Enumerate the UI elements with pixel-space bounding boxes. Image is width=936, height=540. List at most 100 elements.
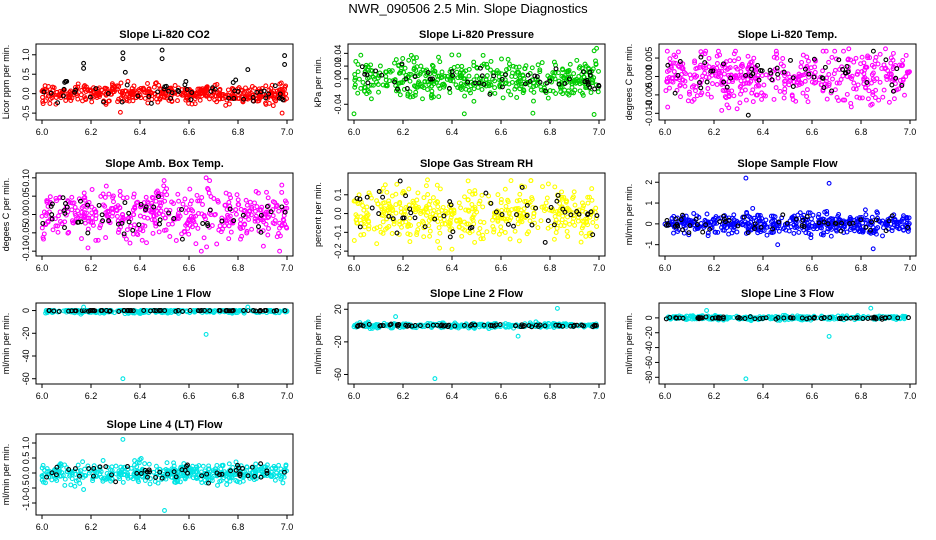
data-point-all	[143, 308, 149, 313]
data-point-outlier	[743, 376, 749, 382]
data-point-all	[465, 178, 471, 184]
data-point-flagged	[513, 323, 519, 329]
chart-title: Slope Li-820 CO2	[119, 29, 209, 41]
data-point-all	[875, 210, 880, 216]
data-point-all	[813, 80, 819, 85]
data-point-all	[714, 82, 720, 87]
data-point-all	[726, 65, 731, 71]
data-point-all	[499, 207, 505, 213]
data-point-all	[504, 67, 509, 73]
data-point-all	[230, 465, 236, 470]
data-point-all	[877, 219, 883, 225]
data-point-flagged	[60, 93, 66, 99]
x-tick-label: 6.2	[708, 127, 721, 137]
data-point-flagged	[837, 316, 843, 321]
data-point-all	[821, 217, 827, 222]
data-point-all	[433, 200, 438, 206]
data-point-all	[280, 480, 286, 486]
data-point-all	[593, 215, 599, 221]
data-point-flagged	[811, 56, 817, 62]
x-tick-label: 7.0	[281, 127, 294, 137]
x-tick-label: 6.0	[348, 127, 361, 137]
data-point-all	[708, 219, 714, 225]
data-point-all	[575, 218, 581, 224]
data-point-all	[748, 75, 754, 81]
data-point-all	[368, 96, 374, 102]
data-point-all	[572, 222, 578, 228]
data-point-all	[508, 178, 514, 184]
data-point-all	[393, 57, 399, 63]
x-tick-label: 7.0	[593, 263, 606, 273]
data-point-flagged	[582, 79, 588, 84]
data-point-all	[805, 69, 811, 75]
data-point-all	[792, 225, 798, 230]
data-point-all	[426, 218, 432, 223]
data-point-outlier	[883, 46, 888, 52]
data-point-all	[844, 229, 850, 235]
data-point-all	[718, 73, 724, 79]
plot-frame	[658, 302, 917, 385]
data-point-all	[677, 83, 683, 89]
data-point-flagged	[568, 323, 574, 329]
data-point-all	[806, 58, 811, 64]
data-point-outlier	[162, 508, 167, 513]
data-point-flagged	[592, 86, 598, 92]
data-point-all	[423, 73, 429, 79]
y-axis-label: ml/min per min.	[1, 444, 11, 506]
data-point-all	[502, 230, 508, 235]
data-point-flagged	[365, 80, 371, 86]
data-point-all	[408, 71, 414, 77]
data-point-all	[387, 209, 392, 215]
x-tick-label: 6.4	[134, 391, 147, 401]
data-point-all	[269, 469, 274, 475]
data-point-all	[63, 308, 69, 313]
data-point-flagged	[125, 464, 130, 469]
y-axis-label: percent per min.	[313, 182, 323, 247]
data-point-all	[437, 216, 443, 221]
data-point-all	[724, 102, 730, 108]
data-point-all	[889, 228, 895, 234]
x-tick-label: 6.6	[183, 391, 196, 401]
data-point-all	[554, 209, 560, 215]
data-point-flagged	[526, 323, 532, 329]
data-point-all	[462, 93, 468, 99]
data-point-all	[199, 211, 205, 217]
y-tick-label: 0.1	[333, 189, 343, 202]
data-point-flagged	[75, 219, 81, 225]
data-point-all	[397, 219, 403, 224]
data-point-flagged	[206, 480, 211, 486]
data-point-all	[249, 84, 255, 89]
data-point-flagged	[499, 84, 505, 90]
data-point-all	[690, 220, 696, 225]
data-point-all	[883, 73, 889, 79]
data-point-all	[380, 219, 386, 225]
data-point-flagged	[511, 223, 516, 229]
data-point-all	[242, 207, 248, 213]
data-point-all	[406, 57, 412, 63]
data-point-all	[91, 85, 96, 91]
data-point-all	[138, 456, 144, 461]
data-point-flagged	[704, 79, 710, 85]
data-point-flagged	[524, 202, 530, 208]
data-point-all	[468, 90, 473, 96]
data-point-all	[781, 95, 787, 101]
data-point-all	[93, 237, 99, 243]
data-point-flagged	[49, 201, 55, 207]
data-point-all	[589, 197, 595, 203]
data-point-flagged	[447, 234, 453, 240]
y-axis-label: Licor ppm per min.	[1, 45, 11, 120]
data-point-flagged	[790, 84, 796, 89]
data-point-flagged	[747, 314, 753, 320]
data-point-flagged	[162, 84, 168, 90]
data-point-flagged	[155, 89, 161, 95]
data-point-all	[588, 90, 594, 95]
data-point-all	[361, 232, 367, 237]
x-tick-label: 6.0	[659, 127, 672, 137]
data-point-all	[585, 322, 591, 328]
data-point-all	[500, 322, 506, 328]
data-point-all	[89, 99, 95, 105]
data-point-flagged	[126, 210, 132, 216]
data-point-all	[507, 217, 513, 223]
data-point-all	[405, 224, 411, 229]
